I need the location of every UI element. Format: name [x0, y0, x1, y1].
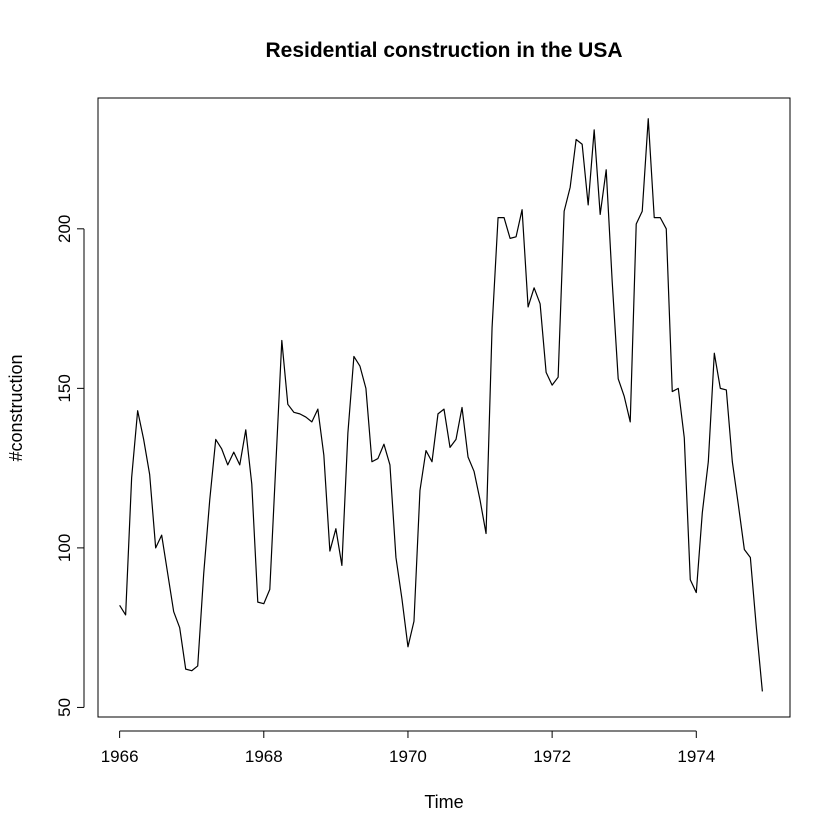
y-axis: 50 100 150 200 — [55, 215, 85, 717]
y-tick-label: 200 — [55, 215, 74, 243]
chart-title: Residential construction in the USA — [265, 39, 622, 62]
x-axis-label: Time — [424, 792, 463, 812]
y-tick-label: 50 — [55, 698, 74, 717]
x-tick-label: 1968 — [245, 747, 283, 766]
x-tick-label: 1966 — [101, 747, 139, 766]
y-tick-label: 150 — [55, 374, 74, 402]
x-tick-label: 1972 — [533, 747, 571, 766]
y-tick-label: 100 — [55, 534, 74, 562]
y-axis-label: #construction — [6, 354, 26, 461]
x-axis: 1966 1968 1970 1972 1974 — [101, 730, 715, 766]
series-layer — [119, 118, 763, 692]
series-line — [119, 118, 763, 692]
x-tick-label: 1974 — [677, 747, 715, 766]
plot-frame — [97, 97, 791, 718]
x-tick-label: 1970 — [389, 747, 427, 766]
